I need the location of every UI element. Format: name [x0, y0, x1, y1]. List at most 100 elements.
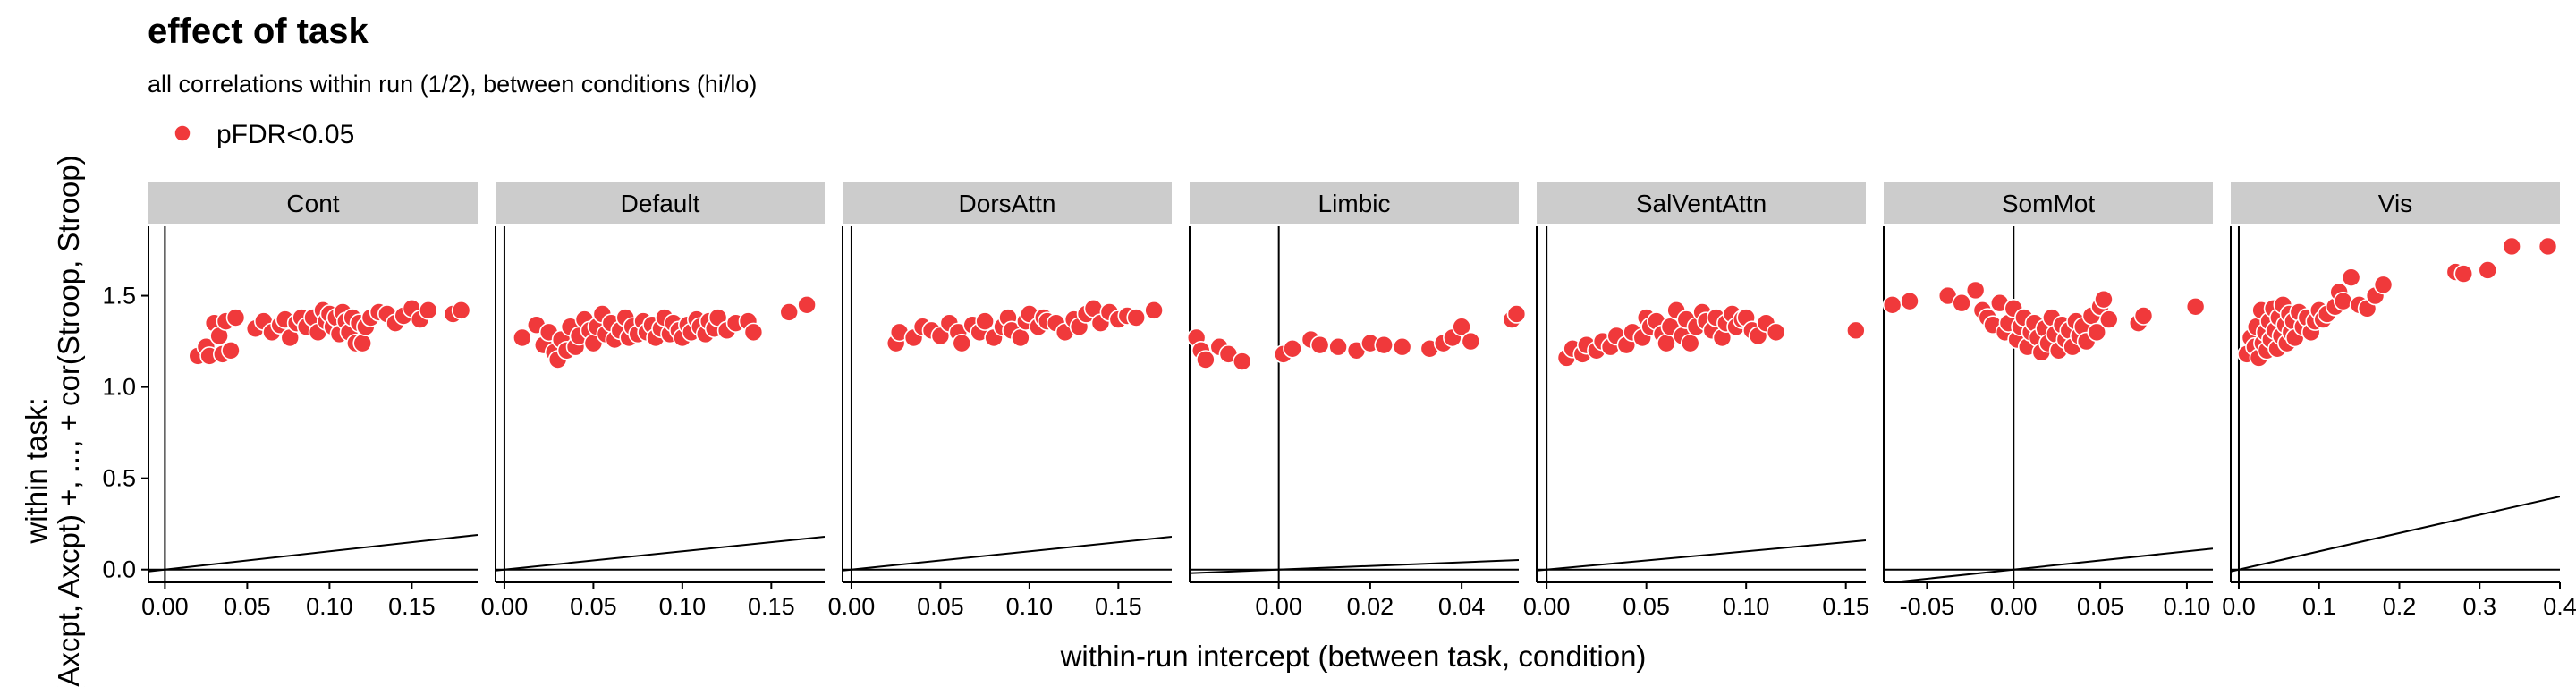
x-tick-label: 0.05 — [2077, 593, 2124, 620]
data-point — [1309, 335, 1330, 355]
data-points — [1556, 301, 1866, 368]
reference-lines — [1190, 226, 1519, 582]
data-point — [797, 294, 817, 315]
data-point — [743, 322, 764, 343]
x-tick-label: 0.10 — [1723, 593, 1770, 620]
data-point — [1126, 308, 1147, 327]
data-point — [975, 311, 995, 331]
identity-line — [843, 535, 1172, 572]
data-points — [1882, 280, 2206, 362]
facet-panel-dorsattn: DorsAttn 0.00 0.05 0.10 0.15 — [828, 182, 1172, 620]
data-point — [1196, 350, 1216, 369]
x-tick-label: 0.10 — [2164, 593, 2211, 620]
facet-strip — [496, 182, 825, 224]
data-point — [1965, 280, 1986, 301]
x-tick-label: 0.00 — [1990, 593, 2038, 620]
x-tick-label: 0.05 — [1623, 593, 1670, 620]
data-point — [451, 301, 471, 320]
x-tick-label: 0.05 — [917, 593, 964, 620]
facet-strip-label: Limbic — [1318, 190, 1391, 217]
x-tick-label: 0.1 — [2302, 593, 2336, 620]
identity-line — [148, 533, 478, 572]
chart-title: effect of task — [148, 12, 369, 51]
facet-strip-label: SomMot — [2002, 190, 2095, 217]
data-point — [352, 333, 373, 353]
facet-strip — [148, 182, 478, 224]
facet-strip — [1884, 182, 2213, 224]
data-point — [2453, 264, 2474, 284]
legend-point-marker — [174, 124, 191, 142]
x-tick-label: 0.2 — [2383, 593, 2417, 620]
facet-strip — [1537, 182, 1866, 224]
facet-panel-vis: Vis 0.0 0.1 0.2 0.3 0.4 — [2222, 182, 2576, 620]
data-point — [1900, 291, 1919, 311]
data-point — [418, 301, 438, 320]
x-tick-label: 0.02 — [1347, 593, 1394, 620]
data-points — [2237, 236, 2558, 368]
y-tick-label: 0.5 — [102, 465, 136, 492]
facet-panels: Cont 0.00 0.05 0.10 0.15 0.0 0.5 1.0 1.5 Default 0… — [102, 182, 2576, 620]
reference-lines — [1884, 226, 2213, 582]
y-axis-title-line1: within task: — [20, 397, 53, 544]
x-tick-label: 0.15 — [748, 593, 795, 620]
data-point — [2098, 310, 2119, 329]
x-tick-label: 0.15 — [1822, 593, 1869, 620]
data-point — [2538, 236, 2558, 257]
facet-strip-label: SalVentAttn — [1636, 190, 1767, 217]
data-point — [2185, 297, 2206, 317]
data-point — [225, 308, 246, 327]
data-point — [779, 302, 800, 322]
x-tick-label: 0.15 — [388, 593, 436, 620]
data-points — [188, 299, 471, 366]
facet-panel-limbic: Limbic 0.00 0.02 0.04 — [1186, 182, 1527, 620]
data-point — [2133, 306, 2154, 326]
facet-panel-cont: Cont 0.00 0.05 0.10 0.15 0.0 0.5 1.0 1.5 — [102, 182, 478, 620]
data-point — [1328, 336, 1348, 357]
facet-strip-label: Vis — [2378, 190, 2412, 217]
y-tick-label: 1.0 — [102, 374, 136, 401]
data-point — [1846, 320, 1866, 341]
x-tick-label: 0.10 — [1006, 593, 1054, 620]
identity-line — [1884, 547, 2213, 582]
reference-lines — [148, 226, 478, 582]
x-tick-label: 0.05 — [570, 593, 617, 620]
x-tick-label: 0.0 — [2222, 593, 2256, 620]
facet-strip-label: DorsAttn — [959, 190, 1056, 217]
facet-panel-default: Default 0.00 0.05 0.10 0.15 — [481, 182, 825, 620]
data-point — [1506, 304, 1527, 324]
data-point — [1392, 336, 1412, 357]
data-point — [1232, 352, 1252, 371]
x-axis-title: within-run intercept (between task, cond… — [1060, 640, 1647, 673]
identity-line — [2231, 496, 2560, 572]
reference-lines — [2231, 226, 2560, 582]
data-point — [952, 333, 972, 353]
facet-strip — [1190, 182, 1519, 224]
legend: pFDR<0.05 — [174, 120, 354, 149]
data-point — [2094, 289, 2114, 310]
identity-line — [1190, 558, 1519, 574]
data-point — [2087, 322, 2107, 343]
data-point — [1011, 327, 1030, 348]
facet-panel-salventattn: SalVentAttn 0.00 0.05 0.10 0.15 — [1523, 182, 1869, 620]
x-tick-label: 0.00 — [481, 593, 529, 620]
data-point — [1766, 322, 1786, 343]
y-axis-title-line2: (Axcpt, Axcpt) +, ..., + cor(Stroop, Str… — [52, 155, 85, 687]
y-tick-label: 1.5 — [102, 283, 136, 310]
facet-strip — [843, 182, 1172, 224]
data-points — [886, 299, 1164, 353]
data-point — [2502, 236, 2521, 257]
data-point — [1283, 338, 1302, 359]
data-point — [221, 340, 241, 360]
identity-line — [496, 535, 825, 572]
legend-label: pFDR<0.05 — [216, 120, 354, 149]
x-tick-label: 0.00 — [1255, 593, 1302, 620]
x-tick-label: 0.00 — [1523, 593, 1571, 620]
x-tick-label: 0.10 — [306, 593, 353, 620]
identity-line — [1537, 539, 1866, 572]
data-points — [1186, 304, 1527, 371]
x-tick-label: 0.4 — [2543, 593, 2576, 620]
data-point — [1144, 301, 1164, 320]
data-point — [1452, 317, 1471, 337]
data-point — [2478, 260, 2498, 280]
